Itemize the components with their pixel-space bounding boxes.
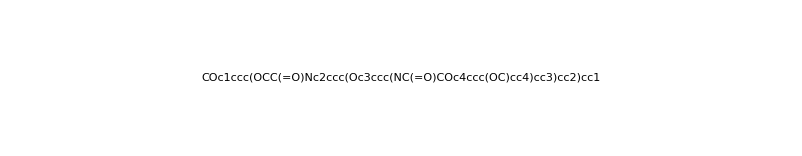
Text: COc1ccc(OCC(=O)Nc2ccc(Oc3ccc(NC(=O)COc4ccc(OC)cc4)cc3)cc2)cc1: COc1ccc(OCC(=O)Nc2ccc(Oc3ccc(NC(=O)COc4c… xyxy=(201,73,601,83)
